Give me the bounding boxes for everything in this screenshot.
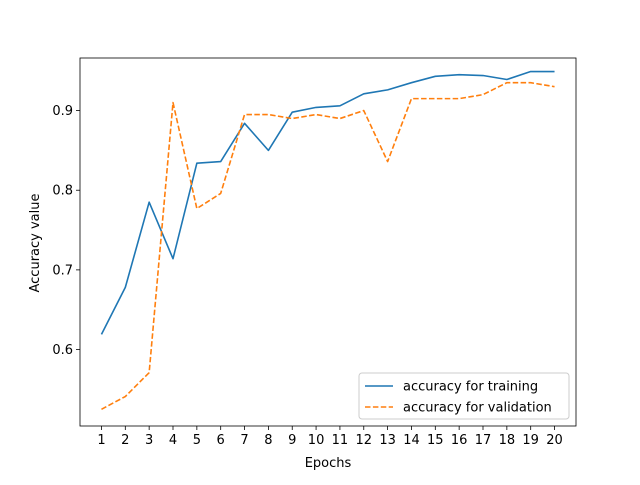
- y-axis-ticks: 0.6 0.7 0.8 0.9: [52, 104, 80, 358]
- x-tick-label: 19: [522, 433, 539, 448]
- plot-lines: [100, 70, 555, 410]
- x-tick-label: 7: [240, 433, 248, 448]
- x-tick-label: 14: [403, 433, 420, 448]
- x-axis-label: Epochs: [305, 456, 352, 471]
- x-tick-label: 12: [355, 433, 372, 448]
- y-tick-label: 0.8: [52, 184, 73, 199]
- x-tick-label: 16: [451, 433, 468, 448]
- x-tick-label: 18: [499, 433, 516, 448]
- x-tick-label: 5: [193, 433, 201, 448]
- x-tick-label: 10: [308, 433, 325, 448]
- legend-box: [358, 372, 570, 420]
- x-tick-label: 1: [97, 433, 105, 448]
- x-tick-label: 20: [546, 433, 563, 448]
- y-tick-label: 0.6: [52, 343, 73, 358]
- y-axis-label: Accuracy value: [28, 194, 43, 293]
- x-tick-label: 4: [169, 433, 177, 448]
- axes-frame: [79, 57, 577, 427]
- x-tick-label: 9: [288, 433, 296, 448]
- x-axis-ticks: 1 2 3 4 5 6 7 8 9 10 11 12 13 14 15 16 17 18 19 20: [97, 426, 563, 448]
- x-tick-label: 15: [427, 433, 444, 448]
- legend: accuracy for training accuracy for valida…: [358, 372, 570, 420]
- x-tick-label: 3: [145, 433, 153, 448]
- x-tick-label: 11: [332, 433, 349, 448]
- x-tick-label: 13: [379, 433, 396, 448]
- x-tick-label: 6: [217, 433, 225, 448]
- x-tick-label: 2: [121, 433, 129, 448]
- series-line-training: [100, 70, 555, 335]
- legend-label-training: accuracy for training: [403, 380, 538, 395]
- y-tick-label: 0.7: [52, 263, 73, 278]
- x-tick-label: 17: [475, 433, 492, 448]
- legend-label-validation: accuracy for validation: [403, 401, 552, 416]
- series-line-validation: [101, 81, 555, 410]
- x-tick-label: 8: [264, 433, 272, 448]
- y-tick-label: 0.9: [52, 104, 73, 119]
